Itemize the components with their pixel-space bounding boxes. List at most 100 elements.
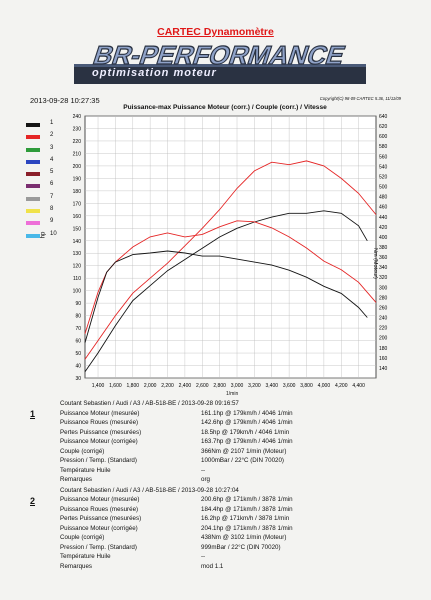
- result-row: Couple (corrigé) 366Nm @ 2107 1/min (Mote…: [30, 447, 370, 457]
- y-left-tick-label: 180: [73, 189, 82, 195]
- y-right-tick-label: 560: [379, 154, 388, 160]
- legend-item: 6: [26, 181, 66, 193]
- y-left-tick-label: 60: [75, 339, 81, 345]
- series-line-1: [84, 160, 377, 360]
- dyno-chart: 30 40 50 60 70 80 90 100 110 120 130 140 150 160 170 18…: [73, 114, 388, 389]
- x-tick-label: 4,200: [335, 383, 348, 389]
- result-label: Pression / Temp. (Standard): [60, 457, 137, 464]
- result-block: 2 Coutant Sebastien / Audi / A3 / AB-518-…: [30, 486, 370, 572]
- y-left-tick-label: 220: [73, 139, 82, 145]
- y-right-axis-label: Nm (Moteur): [372, 248, 378, 279]
- y-right-tick-label: 540: [379, 164, 388, 170]
- y-right-tick-label: 460: [379, 205, 388, 211]
- result-row: Puissance Moteur (mesurée) 161.1hp @ 179k…: [30, 409, 370, 419]
- y-right-tick-label: 320: [379, 275, 388, 281]
- legend-item: 1: [26, 120, 66, 132]
- legend-swatch: [26, 172, 40, 177]
- y-left-tick-label: 230: [73, 126, 82, 132]
- y-left-tick-label: 90: [75, 301, 81, 307]
- legend-swatch: [26, 159, 40, 164]
- x-tick-label: 2,600: [196, 383, 209, 389]
- y-left-tick-label: 30: [75, 376, 81, 382]
- y-right-tick-label: 360: [379, 255, 388, 261]
- result-label: Température Huile: [60, 466, 111, 474]
- legend-item: 8: [26, 206, 66, 218]
- result-label: Pertes Puissance (mesurées): [60, 515, 142, 522]
- legend-swatch: [26, 184, 40, 189]
- result-row: Puissance Roues (mesurée) 142.6hp @ 179km…: [30, 418, 370, 428]
- y-right-tick-label: 200: [379, 336, 388, 342]
- legend-label: 8: [50, 206, 54, 213]
- y-left-axis-label: hp: [40, 231, 47, 239]
- result-label: Pertes Puissance (mesurées): [60, 428, 142, 436]
- y-right-tick-label: 220: [379, 326, 388, 332]
- result-value: 1000mBar / 22°C (DIN 70020): [201, 457, 284, 464]
- y-left-tick-label: 150: [73, 226, 82, 232]
- x-tick-label: 4,000: [318, 383, 331, 389]
- result-header: Coutant Sebastien / Audi / A3 / AB-518-B…: [60, 400, 239, 407]
- result-number: 2: [30, 495, 36, 506]
- result-value: 184.4hp @ 171km/h / 3878 1/min: [201, 505, 293, 513]
- result-label: Puissance Moteur (mesurée): [60, 496, 140, 503]
- result-value: 142.6hp @ 179km/h / 4046 1/min: [201, 419, 293, 426]
- y-right-tick-label: 140: [379, 366, 388, 372]
- legend-swatch: [26, 196, 40, 201]
- y-right-tick-label: 600: [379, 134, 388, 140]
- legend-label: 9: [50, 218, 54, 225]
- y-left-tick-label: 130: [73, 251, 82, 257]
- y-right-tick-label: 260: [379, 305, 388, 311]
- series-line-2: [84, 210, 368, 373]
- legend-swatch: [26, 135, 40, 140]
- y-right-tick-label: 480: [379, 195, 388, 201]
- legend-swatch: [26, 209, 40, 214]
- result-block: 1 Coutant Sebastien / Audi / A3 / AB-518-…: [30, 399, 370, 485]
- result-value: 204.1hp @ 171km/h / 3878 1/min: [201, 524, 293, 532]
- result-row: Température Huile --: [30, 552, 370, 562]
- y-right-tick-label: 340: [379, 265, 388, 271]
- result-row: Température Huile --: [30, 466, 370, 476]
- y-right-tick-label: 240: [379, 316, 388, 322]
- y-left-tick-label: 190: [73, 176, 82, 182]
- result-value: --: [201, 466, 206, 474]
- y-right-tick-label: 500: [379, 185, 388, 191]
- y-left-tick-label: 110: [73, 276, 81, 282]
- result-label: Couple (corrigé): [60, 447, 105, 455]
- result-row: Pertes Puissance (mesurées) 18.5hp @ 179k…: [30, 428, 370, 438]
- x-tick-label: 3,400: [266, 383, 279, 389]
- legend-swatch: [26, 123, 40, 127]
- result-label: Couple (corrigé): [60, 534, 105, 541]
- result-label: Pression / Temp. (Standard): [60, 543, 137, 551]
- result-row: Puissance Roues (mesurée) 184.4hp @ 171km…: [30, 505, 370, 515]
- result-row: Pression / Temp. (Standard) 999mBar / 22°…: [30, 543, 370, 553]
- result-number: 1: [30, 409, 36, 419]
- result-value: 999mBar / 22°C (DIN 70020): [201, 543, 281, 551]
- run-legend: 1 2 3 4 5 6 7 8 9 10: [26, 120, 66, 243]
- y-right-tick-label: 640: [379, 114, 388, 120]
- y-left-tick-label: 160: [73, 214, 82, 220]
- y-right-tick-label: 160: [379, 356, 388, 362]
- legend-item: 5: [26, 169, 66, 181]
- report-title: CARTEC Dynamomètre: [157, 26, 274, 38]
- y-left-tick-label: 210: [73, 151, 82, 157]
- legend-label: 3: [50, 144, 54, 151]
- result-value: 161.1hp @ 179km/h / 4046 1/min: [201, 409, 293, 417]
- result-label: Puissance Moteur (corrigée): [60, 524, 138, 532]
- result-label: Puissance Moteur (mesurée): [60, 409, 140, 417]
- legend-item: 7: [26, 194, 66, 206]
- result-label: Température Huile: [60, 553, 111, 560]
- legend-item: 9: [26, 218, 66, 230]
- result-value: 163.7hp @ 179km/h / 4046 1/min: [201, 438, 293, 445]
- y-left-tick-label: 80: [75, 314, 81, 320]
- series-line-4: [84, 250, 368, 343]
- y-left-tick-label: 140: [73, 239, 82, 245]
- result-value: 366Nm @ 2107 1/min (Moteur): [201, 447, 287, 455]
- legend-item: 4: [26, 157, 66, 169]
- y-right-tick-label: 380: [379, 245, 388, 251]
- result-row: Puissance Moteur (corrigée) 204.1hp @ 171…: [30, 524, 370, 534]
- legend-label: 6: [50, 181, 54, 188]
- x-tick-label: 2,400: [179, 383, 192, 389]
- y-left-tick-label: 240: [73, 114, 82, 120]
- result-row: Puissance Moteur (corrigée) 163.7hp @ 179…: [30, 437, 370, 447]
- result-value: 200.6hp @ 171km/h / 3878 1/min: [201, 496, 293, 503]
- result-row: Pression / Temp. (Standard) 1000mBar / 22…: [30, 456, 370, 466]
